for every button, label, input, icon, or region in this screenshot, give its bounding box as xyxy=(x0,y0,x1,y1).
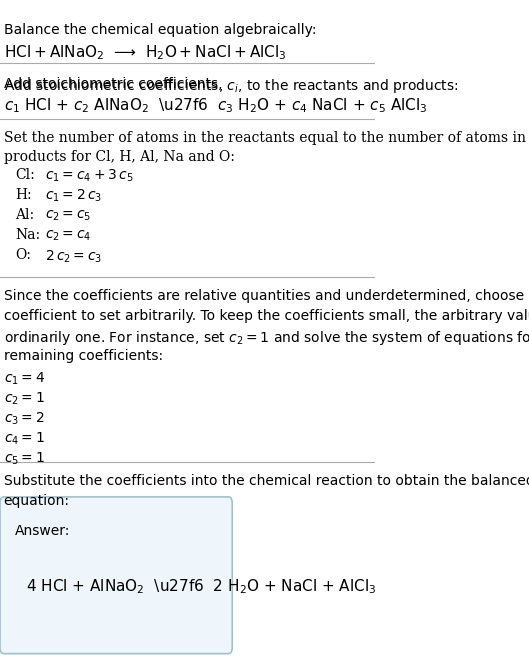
Text: ordinarily one. For instance, set $c_2 = 1$ and solve the system of equations fo: ordinarily one. For instance, set $c_2 =… xyxy=(4,329,529,347)
Text: $c_1 = c_4 + 3\,c_5$: $c_1 = c_4 + 3\,c_5$ xyxy=(45,168,133,185)
Text: $c_1 = 4$: $c_1 = 4$ xyxy=(4,371,45,388)
Text: $c_5 = 1$: $c_5 = 1$ xyxy=(4,451,44,468)
Text: Since the coefficients are relative quantities and underdetermined, choose a: Since the coefficients are relative quan… xyxy=(4,289,529,303)
Text: Cl:: Cl: xyxy=(15,168,35,182)
Text: $c_2 = c_5$: $c_2 = c_5$ xyxy=(45,208,91,223)
Text: $c_2 = 1$: $c_2 = 1$ xyxy=(4,391,44,408)
Text: Add stoichiometric coefficients,: Add stoichiometric coefficients, xyxy=(4,77,226,91)
Text: equation:: equation: xyxy=(4,494,70,508)
Text: Add stoichiometric coefficients, $c_i$, to the reactants and products:: Add stoichiometric coefficients, $c_i$, … xyxy=(4,77,459,95)
FancyBboxPatch shape xyxy=(0,497,232,654)
Text: O:: O: xyxy=(15,248,31,262)
Text: Answer:: Answer: xyxy=(15,524,70,538)
Text: products for Cl, H, Al, Na and O:: products for Cl, H, Al, Na and O: xyxy=(4,150,235,164)
Text: remaining coefficients:: remaining coefficients: xyxy=(4,349,163,363)
Text: Na:: Na: xyxy=(15,228,40,242)
Text: Al:: Al: xyxy=(15,208,34,222)
Text: $\mathregular{HCl + AlNaO_2}$  ⟶  $\mathregular{H_2O + NaCl + AlCl_3}$: $\mathregular{HCl + AlNaO_2}$ ⟶ $\mathre… xyxy=(4,43,286,62)
Text: $c_1$ HCl + $c_2$ AlNaO$_2$  \u27f6  $c_3$ H$_2$O + $c_4$ NaCl + $c_5$ AlCl$_3$: $c_1$ HCl + $c_2$ AlNaO$_2$ \u27f6 $c_3$… xyxy=(4,97,427,115)
Text: $c_4 = 1$: $c_4 = 1$ xyxy=(4,431,44,448)
Text: Set the number of atoms in the reactants equal to the number of atoms in the: Set the number of atoms in the reactants… xyxy=(4,131,529,145)
Text: $2\,c_2 = c_3$: $2\,c_2 = c_3$ xyxy=(45,248,102,265)
Text: H:: H: xyxy=(15,188,32,202)
Text: Substitute the coefficients into the chemical reaction to obtain the balanced: Substitute the coefficients into the che… xyxy=(4,474,529,488)
Text: coefficient to set arbitrarily. To keep the coefficients small, the arbitrary va: coefficient to set arbitrarily. To keep … xyxy=(4,309,529,323)
Text: $c_1 = 2\,c_3$: $c_1 = 2\,c_3$ xyxy=(45,188,102,205)
Text: $c_2 = c_4$: $c_2 = c_4$ xyxy=(45,228,92,243)
Text: $4$ HCl + AlNaO$_2$  \u27f6  $2$ H$_2$O + NaCl + AlCl$_3$: $4$ HCl + AlNaO$_2$ \u27f6 $2$ H$_2$O + … xyxy=(26,578,377,596)
Text: $c_3 = 2$: $c_3 = 2$ xyxy=(4,411,44,428)
Text: Balance the chemical equation algebraically:: Balance the chemical equation algebraica… xyxy=(4,23,316,37)
